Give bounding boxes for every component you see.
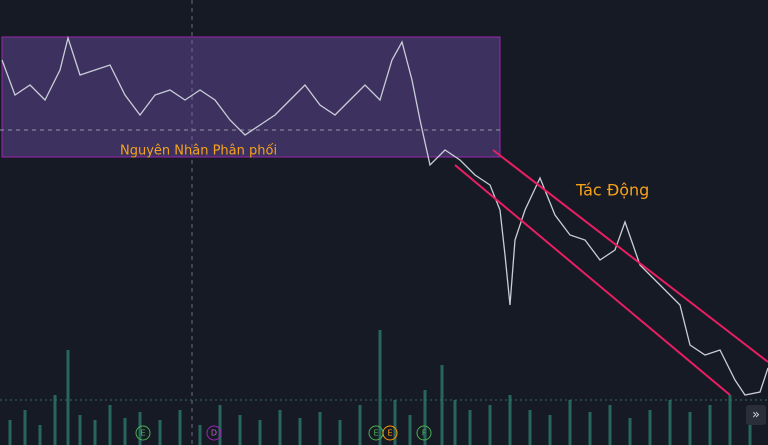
zone-label: Nguyên Nhân Phân phối xyxy=(120,144,277,159)
channel-upper xyxy=(492,149,768,363)
marker xyxy=(416,425,432,441)
marker-label: D xyxy=(211,429,217,438)
marker-label: F xyxy=(422,429,427,438)
scroll-button[interactable] xyxy=(746,405,766,425)
scroll-button-label[interactable]: » xyxy=(752,408,760,423)
distribution-zone xyxy=(1,36,501,158)
marker-label: E xyxy=(140,429,145,438)
marker-label: E xyxy=(373,429,378,438)
marker xyxy=(382,425,398,441)
event-markers: E D E E F xyxy=(135,425,432,441)
impact-label: Tác Động xyxy=(575,181,649,200)
volume-bars xyxy=(8,330,752,445)
marker xyxy=(206,425,222,441)
marker xyxy=(135,425,151,441)
marker-label: E xyxy=(387,429,392,438)
channel-lower xyxy=(454,164,731,396)
price-line xyxy=(1,35,768,396)
